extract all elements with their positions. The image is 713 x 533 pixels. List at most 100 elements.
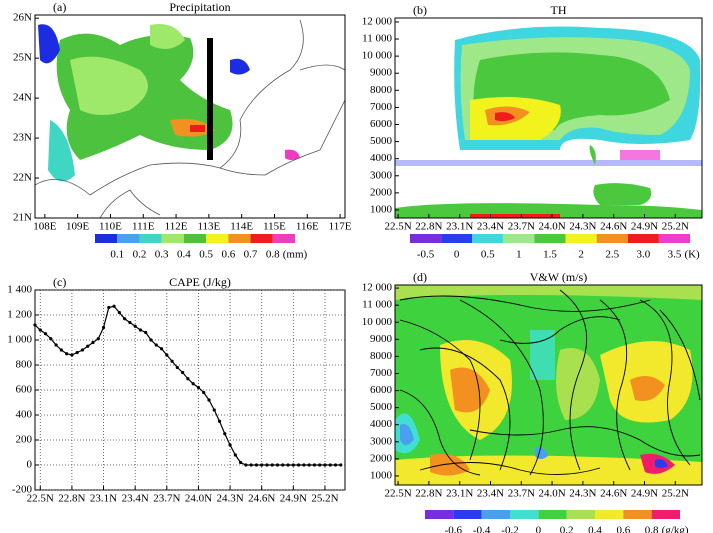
marker [318,463,322,467]
marker [101,325,106,330]
marker [33,323,37,327]
colorbar-swatch [481,510,510,519]
cross-section-line [207,38,213,160]
marker [54,343,58,347]
colorbar-swatch [139,234,162,243]
colorbar-label: 0.5 [199,249,213,261]
marker [312,463,317,467]
x-tick-label: 109E [66,221,90,233]
x-tick-label: 22.5N [384,488,411,500]
colorbar-swatch [565,234,597,243]
marker [223,432,227,436]
x-tick-label: 113E [197,221,220,233]
x-tick-label: 116E [296,221,319,233]
y-tick-label: 3000 [370,169,393,181]
x-tick-label: 25.2N [662,488,689,500]
x-tick-label: 24.6N [600,488,627,500]
y-tick-label: 1000 [370,203,393,215]
y-tick-label: 5000 [370,401,393,413]
plot-frame [34,289,346,491]
marker [228,443,232,447]
marker [270,463,274,467]
colorbar-swatch [510,510,539,519]
y-tick-label: 7000 [370,101,393,113]
colorbar-swatch [534,234,566,243]
colorbar-label: 0.6 [221,249,235,261]
coastlines [34,19,346,219]
marker [159,347,164,351]
marker [254,463,259,467]
y-tick-label: 2000 [370,186,393,198]
colorbar-label: 2 [578,249,584,261]
panel-label: (a) [53,0,66,14]
y-tick-label: 7000 [370,367,393,379]
x-tick-label: 23.4N [477,488,504,500]
marker [202,390,206,395]
colorbar-unit: (g/kg) [662,525,689,533]
marker [65,352,69,356]
colorbar-swatch [503,234,535,243]
x-tick-label: 22.8N [58,493,85,505]
marker [49,337,53,341]
colorbar-label: 0.3 [155,249,169,261]
y-tick-label: 26N [13,12,32,24]
colorbar-swatch [595,510,624,519]
marker [91,340,95,345]
x-tick-label: 23.7N [508,221,535,233]
colorbar-swatch [596,234,628,243]
marker [302,463,306,467]
x-tick-label: 24.9N [631,488,658,500]
marker [186,377,190,381]
colorbar-label: 0.2 [133,249,147,261]
y-tick-label: 400 [16,409,33,421]
colorbar-swatch [627,234,659,243]
panel-label: (b) [413,3,427,17]
y-tick-label: 1 200 [7,309,32,321]
x-tick-label: 110E [99,221,122,233]
marker [239,460,243,465]
marker [144,330,148,335]
x-tick-label: 24.3N [569,488,596,500]
colorbar-label: 3.0 [636,249,650,261]
x-tick-label: 23.1N [446,488,473,500]
marker [154,343,158,347]
marker [307,463,311,467]
marker [43,332,48,336]
x-tick-label: 25.2N [662,221,689,233]
marker [339,463,343,467]
marker [181,370,185,375]
colorbar-swatch [183,234,207,243]
x-tick-label: 24.3N [216,493,243,505]
marker [207,398,211,402]
colorbar-label: 3.5 [668,249,682,261]
marker [149,338,153,342]
x-tick-label: 108E [33,221,57,233]
x-tick-label: 23.1N [90,493,117,505]
y-tick-label: 3000 [370,435,393,447]
colorbar-label: 0.2 [560,525,574,533]
x-tick-label: 24.0N [538,221,565,233]
marker [70,353,74,357]
colorbar-swatch [658,234,690,243]
marker [96,337,100,341]
y-tick-label: 10 000 [362,316,393,328]
y-tick-label: 25N [13,52,32,64]
marker [128,320,132,325]
marker [123,317,127,321]
x-tick-label: 22.8N [415,488,442,500]
x-tick-label: 25.2N [311,493,338,505]
y-tick-label: 21N [13,212,32,224]
x-tick-label: 23.4N [122,493,149,505]
y-tick-label: 800 [16,359,33,371]
y-tick-label: 5000 [370,135,393,147]
marker [80,348,85,352]
colorbar-swatch [566,510,595,519]
colorbar-label: 0.6 [616,525,630,533]
y-tick-label: 6000 [370,118,393,130]
y-tick-label: 8000 [370,84,393,96]
colorbar-swatch [410,234,442,243]
y-tick-label: 10 000 [362,50,393,62]
colorbar-swatch [117,234,140,243]
y-tick-label: 4000 [370,418,393,430]
colorbar-label: 0.7 [244,249,258,261]
